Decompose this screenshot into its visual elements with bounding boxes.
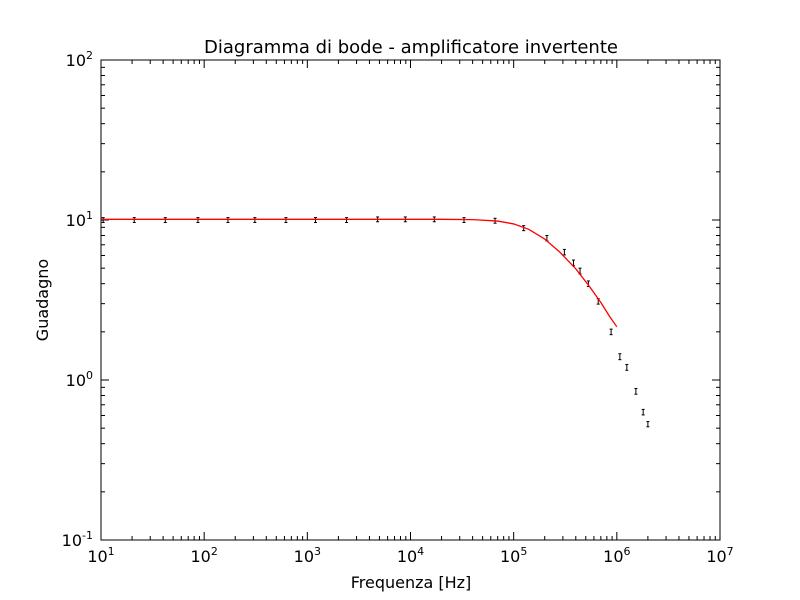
data-point <box>634 387 638 395</box>
data-point <box>609 328 613 336</box>
x-tick-exponent: 4 <box>417 545 424 558</box>
x-tick-exponent: 7 <box>727 545 734 558</box>
fit-curve <box>101 218 618 328</box>
x-tick-base: 10 <box>706 547 726 566</box>
y-tick-base: 10 <box>66 371 86 390</box>
x-tick-base: 10 <box>294 547 314 566</box>
x-tick-exponent: 3 <box>314 545 321 558</box>
plot-frame <box>100 59 721 541</box>
y-tick-base: 10 <box>66 51 86 70</box>
x-tick-exponent: 6 <box>624 545 631 558</box>
y-tick-label: 101 <box>66 209 93 230</box>
y-tick-exponent: -1 <box>82 529 93 542</box>
y-tick-base: 10 <box>62 531 82 550</box>
data-point <box>641 408 645 416</box>
x-tick-label: 102 <box>190 545 217 566</box>
x-tick-base: 10 <box>397 547 417 566</box>
data-point <box>345 217 349 223</box>
y-tick-label: 100 <box>66 369 93 390</box>
y-tick-exponent: 2 <box>86 49 93 62</box>
x-tick-base: 10 <box>603 547 623 566</box>
x-tick-base: 10 <box>190 547 210 566</box>
y-axis-label: Guadagno <box>33 259 52 341</box>
x-tick-exponent: 2 <box>211 545 218 558</box>
x-tick-label: 104 <box>397 545 424 566</box>
x-tick-exponent: 1 <box>108 545 115 558</box>
data-point <box>226 217 230 223</box>
data-point <box>284 217 288 223</box>
data-point <box>253 217 257 223</box>
y-tick-label: 102 <box>66 49 93 70</box>
x-tick-label: 101 <box>87 545 114 566</box>
y-tick-label: 10-1 <box>62 529 93 550</box>
data-point <box>101 217 105 223</box>
y-tick-base: 10 <box>66 211 86 230</box>
data-point <box>132 217 136 223</box>
x-axis-label: Frequenza [Hz] <box>351 573 472 592</box>
chart-title: Diagramma di bode - amplificatore invert… <box>204 37 618 58</box>
data-point <box>646 421 650 428</box>
x-tick-label: 107 <box>706 545 733 566</box>
data-point <box>618 353 622 361</box>
data-point <box>196 217 200 223</box>
data-point <box>625 363 629 371</box>
data-point <box>163 217 167 223</box>
x-tick-exponent: 5 <box>520 545 527 558</box>
x-tick-base: 10 <box>87 547 107 566</box>
x-tick-label: 105 <box>500 545 527 566</box>
x-tick-base: 10 <box>500 547 520 566</box>
x-tick-label: 106 <box>603 545 630 566</box>
data-point <box>314 217 318 223</box>
y-tick-exponent: 1 <box>86 209 93 222</box>
x-tick-label: 103 <box>294 545 321 566</box>
y-tick-exponent: 0 <box>86 369 93 382</box>
